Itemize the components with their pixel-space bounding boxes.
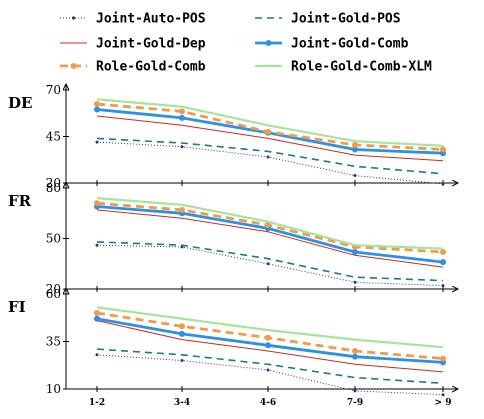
- series-line-role-gold-comb-xlm: [96, 98, 444, 147]
- data-point-role-gold-comb: [94, 310, 100, 316]
- legend-marker: [71, 16, 76, 20]
- data-point-joint-auto-pos: [441, 182, 445, 186]
- y-tick-label: 20: [46, 176, 61, 190]
- data-point-joint-auto-pos: [95, 243, 99, 247]
- data-point-role-gold-comb: [179, 206, 185, 213]
- y-tick-label: 80: [46, 181, 61, 195]
- y-tick-label: 20: [46, 282, 61, 296]
- series-line-joint-gold-comb: [96, 317, 444, 364]
- data-point-joint-auto-pos: [266, 155, 270, 159]
- series-line-role-gold-comb-xlm: [96, 306, 444, 349]
- legend-label: Role-Gold-Comb: [96, 60, 206, 75]
- data-point-joint-auto-pos: [441, 284, 445, 288]
- chart-legend: Joint-Auto-POS Joint-Gold-POS Joint-Gold-D…: [60, 12, 432, 75]
- series-line-joint-gold-dep: [96, 320, 444, 373]
- panel-de: 20 45 70 DE: [8, 83, 458, 190]
- series-line-role-gold-comb-xlm: [96, 197, 444, 250]
- x-tick-label: 1-2: [89, 398, 105, 408]
- x-tick-label: 4-6: [260, 398, 276, 408]
- data-point-joint-auto-pos: [353, 280, 357, 284]
- panel-fi: 10 35 60 FI: [8, 287, 458, 397]
- panel-label: DE: [8, 94, 32, 112]
- data-point-joint-gold-comb: [352, 248, 358, 255]
- data-point-joint-auto-pos: [95, 140, 99, 144]
- data-point-role-gold-comb: [265, 222, 271, 229]
- data-point-joint-gold-comb: [352, 353, 358, 360]
- data-point-joint-auto-pos: [266, 368, 270, 372]
- legend-item-joint-gold-dep: Joint-Gold-Dep: [60, 37, 206, 52]
- y-tick-label: 70: [46, 83, 61, 97]
- data-point-joint-auto-pos: [180, 245, 184, 249]
- data-point-role-gold-comb: [440, 248, 446, 255]
- legend-label: Joint-Auto-POS: [96, 12, 206, 27]
- data-point-joint-gold-comb: [265, 342, 271, 349]
- y-tick-label: 60: [46, 287, 61, 301]
- series-line-joint-auto-pos: [96, 244, 444, 287]
- data-point-joint-gold-comb: [352, 146, 358, 153]
- x-axis-tick-labels: 1-2 3-4 4-6 7-9 > 9: [89, 398, 452, 408]
- legend-label: Joint-Gold-POS: [291, 12, 401, 27]
- legend-item-joint-gold-comb: Joint-Gold-Comb: [255, 37, 409, 52]
- data-point-joint-auto-pos: [266, 262, 270, 266]
- series-line-joint-gold-pos: [96, 348, 444, 385]
- series-line-joint-gold-pos: [96, 241, 444, 282]
- legend-marker: [70, 63, 77, 69]
- y-tick-label: 45: [46, 130, 61, 144]
- data-point-role-gold-comb: [352, 348, 358, 354]
- data-point-role-gold-comb: [179, 108, 185, 115]
- y-tick-label: 50: [46, 232, 61, 246]
- data-point-joint-auto-pos: [95, 353, 99, 357]
- series-line-joint-auto-pos: [96, 141, 444, 185]
- data-point-role-gold-comb: [265, 128, 271, 135]
- y-tick-label: 35: [46, 335, 61, 349]
- panel-label: FR: [8, 192, 32, 210]
- data-point-role-gold-comb: [265, 334, 271, 341]
- series-line-joint-gold-dep: [96, 209, 444, 268]
- data-point-joint-auto-pos: [441, 393, 445, 397]
- legend-item-joint-auto-pos: Joint-Auto-POS: [60, 12, 206, 27]
- data-point-joint-auto-pos: [353, 174, 357, 178]
- data-point-role-gold-comb: [352, 141, 358, 148]
- data-point-joint-auto-pos: [353, 389, 357, 393]
- data-point-role-gold-comb: [94, 200, 100, 207]
- chart-panels: 20 45 70 DE 20 50 80 FR 10 35 60 FI: [8, 83, 458, 397]
- legend-marker: [265, 40, 272, 46]
- x-tick-label: 3-4: [174, 398, 190, 408]
- legend-label: Joint-Gold-Comb: [291, 37, 409, 52]
- data-point-role-gold-comb: [440, 355, 446, 362]
- series-line-joint-gold-dep: [96, 115, 444, 162]
- y-tick-label: 10: [46, 382, 61, 396]
- legend-label: Role-Gold-Comb-XLM: [291, 60, 432, 75]
- data-point-joint-gold-comb: [94, 106, 100, 113]
- legend-item-joint-gold-pos: Joint-Gold-POS: [255, 12, 401, 27]
- data-point-joint-gold-comb: [179, 330, 185, 337]
- legend-label: Joint-Gold-Dep: [96, 37, 206, 52]
- legend-item-role-gold-comb: Role-Gold-Comb: [60, 60, 206, 75]
- legend-item-role-gold-comb-xlm: Role-Gold-Comb-XLM: [255, 60, 432, 75]
- panel-label: FI: [8, 298, 26, 316]
- data-point-joint-auto-pos: [180, 359, 184, 362]
- x-tick-label: 7-9: [347, 398, 363, 408]
- x-tick-label: > 9: [435, 398, 452, 408]
- data-point-role-gold-comb: [179, 323, 185, 330]
- data-point-joint-gold-comb: [179, 114, 185, 121]
- series-line-joint-gold-pos: [96, 137, 444, 175]
- data-point-role-gold-comb: [94, 100, 100, 107]
- data-point-role-gold-comb: [440, 146, 446, 153]
- data-point-joint-gold-comb: [94, 315, 100, 322]
- data-point-joint-gold-comb: [440, 259, 446, 266]
- data-point-joint-auto-pos: [180, 145, 184, 149]
- panel-fr: 20 50 80 FR: [8, 181, 458, 296]
